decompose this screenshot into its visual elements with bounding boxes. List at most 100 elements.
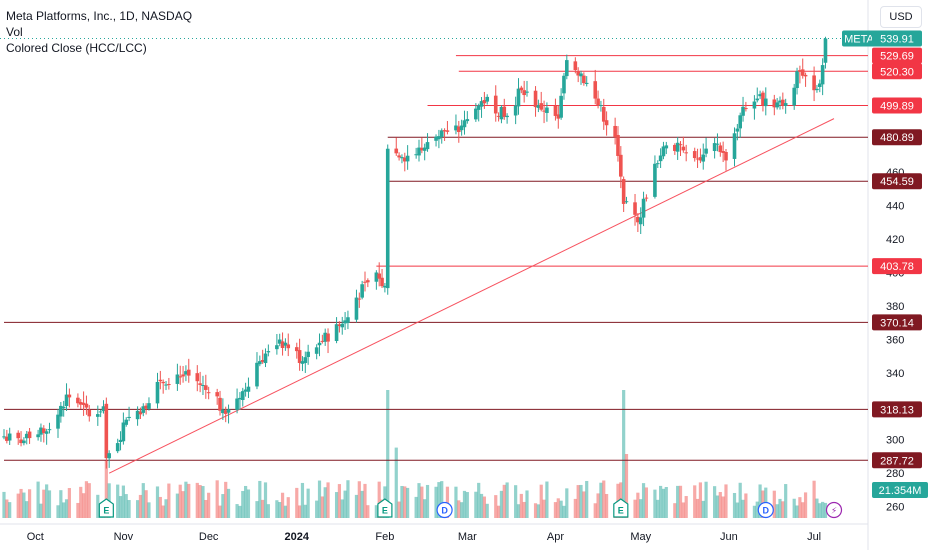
volume-bar [661,488,666,518]
candle-body [340,323,345,328]
volume-bar [141,483,145,518]
legend-indicator[interactable]: Colored Close (HCC/LCC) [6,41,147,55]
candle-body [323,332,327,342]
x-tick-label: Oct [27,531,44,543]
volume-bar [406,487,410,518]
candle-body [545,107,549,114]
candle-body [385,148,390,289]
volume-bar [656,499,660,518]
volume-bar [755,501,759,518]
candle-body [44,431,49,434]
volume-bar [187,483,191,518]
volume-bar [659,485,663,518]
volume-bar [622,390,626,518]
y-tick-label: 280 [886,468,904,480]
volume-bar [701,500,705,518]
candle-body [118,439,123,443]
volume-bar [246,489,251,518]
volume-bar [525,490,529,518]
candle-body [604,120,609,126]
volume-bar [522,501,526,518]
candle-body [516,88,521,107]
candle-body [758,94,762,97]
level-label-text: 318.13 [880,404,914,416]
volume-bar [84,481,89,518]
candle-body [115,443,120,452]
volume-bar [280,492,285,518]
candle-body [616,134,620,156]
candle-body [258,361,262,365]
volume-bar [502,484,506,518]
candle-body [215,392,219,397]
candle-body [741,106,745,116]
candle-body [539,103,544,110]
volume-bar [684,496,688,518]
candle-body [167,384,171,386]
currency-button[interactable]: USD [880,6,922,28]
x-tick-label: Feb [375,531,394,543]
legend-title[interactable]: Meta Platforms, Inc., 1D, NASDAQ [6,9,193,23]
volume-bar [693,485,697,518]
volume-bar [42,489,46,518]
candle-body [698,157,703,161]
volume-bar [576,485,580,518]
volume-bar [676,485,680,518]
x-tick-label: May [630,531,651,543]
volume-bar [39,503,43,518]
candle-body [184,371,188,375]
volume-bar [542,499,546,518]
candle-body [420,147,424,151]
volume-bar [386,390,390,518]
legend-volume[interactable]: Vol [6,25,23,39]
candle-body [36,434,40,438]
candle-body [218,397,222,411]
volume-bar [244,485,248,518]
candle-body [81,402,86,405]
candle-body [584,82,589,84]
candle-body [61,406,66,409]
volume-bar [235,504,239,518]
candle-body [144,405,148,409]
candle-body [525,91,529,93]
volume-bar [633,499,637,518]
volume-bar [440,481,444,518]
candle-body [337,324,342,327]
candle-body [255,362,259,387]
volume-bar [420,486,424,518]
candle-body [383,285,387,288]
volume-bar [258,480,262,518]
candle-body [59,405,63,417]
volume-bar [414,496,418,518]
volume-bar [278,502,282,518]
candle-body [135,410,140,420]
volume-bar [695,498,700,518]
volume-bar [315,500,319,518]
volume-bar [104,460,108,518]
volume-bar [215,480,219,518]
volume-bar [204,499,208,518]
candle-body [422,147,427,151]
volume-bar [5,499,9,518]
candle-body [772,99,777,108]
candle-body [695,158,700,160]
volume-bar [8,502,12,518]
level-label-bg [872,63,922,80]
earnings-icon [377,498,393,518]
candle-body [795,71,799,89]
volume-bar [732,492,737,518]
volume-bar [479,493,484,518]
candle-body [502,106,507,117]
volume-bar [81,493,86,518]
level-label-bg [872,452,922,469]
candle-body [496,115,501,117]
volume-bar [562,505,566,518]
candle-body [67,394,72,398]
volume-bar [377,481,381,518]
volume-bar [27,489,32,518]
y-tick-label: 440 [886,201,904,213]
volume-bar [494,495,498,518]
level-label: 403.78 [872,258,922,275]
volume-bar [815,498,819,518]
candle-body [542,110,546,112]
